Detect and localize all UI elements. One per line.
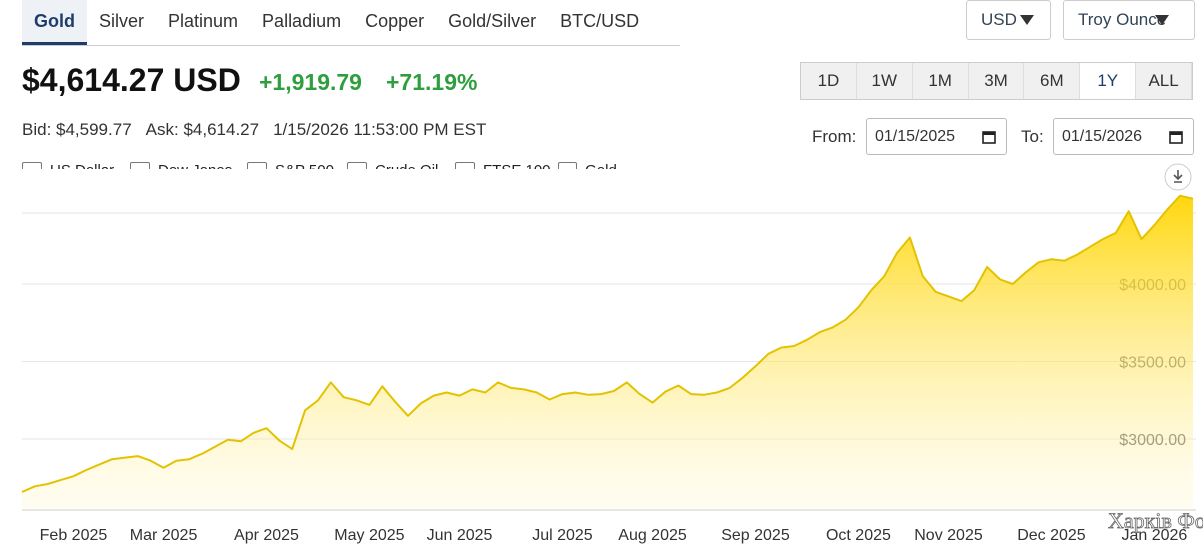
tab[interactable]: Palladium — [262, 11, 342, 31]
compare-row: US Dollar Dow Jones S&P 500 Crude Oil FTSE 1… — [22, 160, 662, 169]
currency: USD — [981, 10, 1017, 29]
compare-label: Gold Miners — [585, 162, 662, 169]
compare-item[interactable]: Gold Miners — [558, 162, 662, 169]
compare-item[interactable]: Dow Jones — [130, 162, 232, 169]
x-tick-label: Nov 2025 — [914, 527, 983, 544]
price: $4,614.27 USD — [22, 62, 241, 98]
compare-label: Dow Jones — [158, 162, 232, 169]
x-tick-label: Apr 2025 — [234, 527, 299, 544]
to-label: To: — [1021, 127, 1044, 146]
compare-label: Crude Oil — [375, 162, 438, 169]
x-tick-label: Jun 2025 — [427, 527, 493, 544]
calendar-icon — [1169, 131, 1183, 144]
caret — [1155, 15, 1170, 25]
compare-label: FTSE 100 — [483, 162, 551, 169]
range-button[interactable]: 6M — [1024, 63, 1081, 99]
range-button[interactable]: 3M — [968, 63, 1025, 99]
change-percent: +71.19% — [386, 69, 478, 95]
compare-item[interactable]: US Dollar — [22, 162, 114, 169]
unit-dropdown[interactable]: Troy Ounce — [1063, 0, 1195, 40]
line — [21, 194, 1194, 493]
range-button[interactable]: 1Y — [1080, 63, 1137, 99]
compare-item[interactable]: FTSE 100 — [455, 162, 551, 169]
bid: Bid: $4,599.77 — [22, 120, 132, 139]
to-date-text: 01/15/2026 — [1062, 128, 1143, 145]
compare-label: US Dollar — [50, 162, 114, 169]
x-tick-label: Dec 2025 — [1017, 527, 1086, 544]
x-tick-label: Sep 2025 — [721, 527, 790, 544]
tab[interactable]: Gold/Silver — [448, 11, 537, 31]
tab[interactable]: Gold — [22, 0, 87, 45]
x-tick-label: Mar 2025 — [130, 527, 198, 544]
area — [22, 195, 1193, 510]
checkbox[interactable] — [558, 162, 578, 169]
x-tick-label: Oct 2025 — [826, 527, 891, 544]
currency-dropdown[interactable]: USD — [966, 0, 1051, 40]
checkbox[interactable] — [455, 162, 475, 169]
download-button[interactable] — [1164, 163, 1192, 191]
ask: Ask: $4,614.27 — [145, 120, 260, 139]
compare-label: S&P 500 — [275, 162, 334, 169]
timestamp: 1/15/2026 11:53:00 PM EST — [273, 120, 487, 139]
to-date[interactable]: 01/15/2026 — [1053, 118, 1194, 155]
range-button[interactable]: ALL — [1136, 63, 1193, 99]
x-tick-label: Jul 2025 — [532, 527, 593, 544]
range-button[interactable]: 1M — [912, 63, 969, 99]
checkbox[interactable] — [347, 162, 367, 169]
unit: Troy Ounce — [1078, 10, 1167, 29]
x-tick-label: Aug 2025 — [618, 527, 687, 544]
range-buttons: 1D 1W 1M 3M 6M 1Y ALL — [800, 62, 1193, 100]
change: +1,919.79 — [259, 69, 362, 95]
x-tick-label: May 2025 — [334, 527, 404, 544]
tab[interactable]: Platinum — [168, 11, 239, 31]
quote-line: Bid: $4,599.77 Ask: $4,614.27 1/15/2026 … — [22, 120, 486, 140]
compare-item[interactable]: S&P 500 — [247, 162, 334, 169]
from-date-text: 01/15/2025 — [875, 128, 956, 145]
checkbox[interactable] — [130, 162, 150, 169]
tab-bar: Gold Silver Platinum Palladium Copper Gold/Si… — [22, 0, 680, 46]
x-tick-label: Jan 2026 — [1121, 527, 1187, 544]
from-label: From: — [812, 127, 857, 146]
calendar-icon — [982, 131, 996, 144]
from-date[interactable]: 01/15/2025 — [866, 118, 1007, 155]
watermark: Харків Форум — [1108, 508, 1203, 533]
compare-item[interactable]: Crude Oil — [347, 162, 438, 169]
caret — [1019, 15, 1034, 25]
tab[interactable]: BTC/USD — [560, 11, 640, 31]
range-button[interactable]: 1W — [856, 63, 913, 99]
range-button[interactable]: 1D — [801, 63, 857, 99]
tab[interactable]: Copper — [365, 11, 425, 31]
checkbox[interactable] — [247, 162, 267, 169]
checkbox[interactable] — [22, 162, 42, 169]
x-tick-label: Feb 2025 — [40, 527, 108, 544]
tab[interactable]: Silver — [99, 11, 145, 31]
